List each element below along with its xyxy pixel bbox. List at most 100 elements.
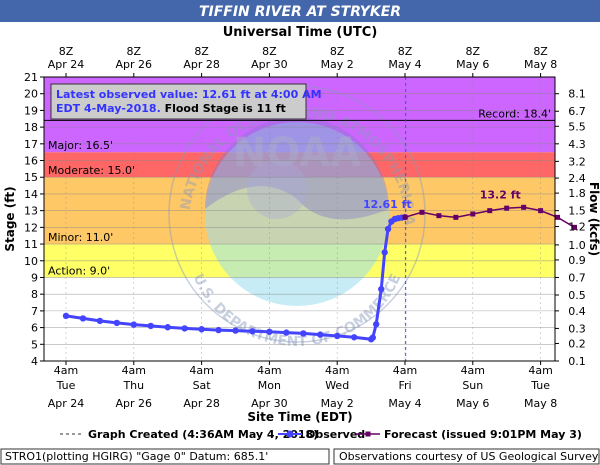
left-tick-label: 20 [24,88,38,101]
top-tick-time: 8Z [398,45,413,58]
bottom-tick-date: Apr 24 [48,397,85,410]
info-line-2-flood: Flood Stage is 11 ft [161,102,286,115]
info-line-2-date: EDT 4-May-2018. [56,102,161,115]
bottom-tick-time: 4am [257,364,281,377]
bottom-tick-weekday: Tue [56,379,76,392]
bottom-tick-date: May 8 [524,397,557,410]
left-tick-label: 6 [31,322,38,335]
right-tick-label: 2.4 [568,172,586,185]
bottom-tick-weekday: Sun [462,379,483,392]
flood-category-labels: Action: 9.0' Minor: 11.0' Moderate: 15.0' M… [48,107,551,277]
left-tick-label: 18 [24,121,38,134]
forecast-point [419,209,425,215]
observed-point [113,319,121,327]
flood-label-2: Moderate: 15.0' [48,164,135,177]
footer-credit: Observations courtesy of US Geological S… [339,450,599,463]
observed-point [96,317,104,325]
bottom-tick-time: 4am [461,364,485,377]
axes: 4 5 6 7 8 9 10 11 12 13 14 15 16 17 18 19 20 21 0.1 0.2 0.3 0… [3,45,600,424]
record-label: Record: 18.4' [478,107,551,120]
forecast-point [572,224,577,230]
observed-point [350,334,358,341]
top-tick-date: May 6 [456,58,489,71]
forecast-point [487,208,493,214]
left-tick-label: 10 [24,255,38,268]
observed-point [369,334,376,341]
observed-point [198,326,205,333]
right-tick-label: 0.3 [568,322,586,335]
bottom-tick-weekday: Thu [122,379,144,392]
top-tick-time: 8Z [262,45,277,58]
bottom-tick-time: 4am [54,364,78,377]
top-tick-date: May 8 [524,58,557,71]
right-tick-label: 3.2 [568,155,586,168]
legend-forecast-label: Forecast (issued 9:01PM May 3) [384,428,582,441]
observed-point [79,315,87,322]
top-tick-time: 8Z [330,45,345,58]
forecast-point [521,204,527,210]
left-tick-label: 17 [24,138,38,151]
observed-point [62,312,70,320]
top-tick-date: Apr 26 [116,58,153,71]
observed-point [249,328,256,335]
chart-title: TIFFIN RIVER AT STRYKER [199,4,401,20]
top-tick-date: Apr 30 [251,58,288,71]
observed-point [317,331,324,338]
observed-point [266,328,273,335]
right-tick-label: 4.3 [568,138,586,151]
observed-point [300,330,307,337]
observed-point [147,322,154,330]
bottom-tick-date: Apr 28 [183,397,220,410]
left-tick-label: 13 [24,205,38,218]
observed-point [384,225,392,233]
forecast-point [555,214,561,220]
x-axis-title: Site Time (EDT) [247,410,352,424]
left-axis-title: Stage (ft) [3,186,17,251]
right-tick-label: 0.7 [568,271,586,284]
observed-point [164,324,171,331]
legend: Graph Created (4:36AM May 4, 2018) Obser… [60,428,582,441]
right-tick-label: 1.0 [568,239,586,252]
footer-datum: STRO1(plotting HGIRG) "Gage 0" Datum: 68… [5,450,268,463]
forecast-point [453,214,459,220]
top-tick-time: 8Z [533,45,548,58]
info-box [50,83,307,120]
legend-created-label: Graph Created (4:36AM May 4, 2018) [88,428,318,441]
forecast-point [538,208,544,214]
bottom-tick-date: May 6 [456,397,489,410]
top-tick-time: 8Z [59,45,74,58]
footer-datum-box [0,448,330,465]
right-tick-label: 1.8 [568,187,586,200]
forecast-point [436,213,442,219]
top-tick-time: 8Z [466,45,481,58]
observed-point [232,327,239,334]
observed-point [378,285,385,293]
legend-observed-label: Observed [306,428,365,441]
bottom-tick-weekday: Tue [530,379,550,392]
bottom-tick-date: May 2 [321,397,354,410]
bottom-tick-date: Apr 26 [116,397,153,410]
observed-point [372,321,380,328]
observed-point [181,325,188,332]
observed-point [381,249,388,256]
left-tick-label: 15 [24,171,38,184]
left-tick-label: 7 [31,305,38,318]
right-tick-label: 8.1 [568,88,586,101]
observed-point [215,326,222,334]
left-tick-label: 9 [31,271,38,284]
forecast-point [504,205,510,211]
bottom-tick-weekday: Mon [258,379,281,392]
bottom-tick-time: 4am [393,364,417,377]
left-tick-label: 5 [31,338,38,351]
top-tick-time: 8Z [127,45,142,58]
left-tick-label: 14 [24,188,38,201]
bottom-tick-time: 4am [325,364,349,377]
right-tick-label: 1.5 [568,205,586,218]
right-tick-label: 1.2 [568,221,586,234]
bottom-tick-time: 4am [122,364,146,377]
bottom-tick-weekday: Sat [193,379,212,392]
right-tick-label: 0.9 [568,254,586,267]
left-tick-label: 19 [24,104,38,117]
top-tick-date: May 4 [388,58,421,71]
forecast-point [470,211,476,217]
